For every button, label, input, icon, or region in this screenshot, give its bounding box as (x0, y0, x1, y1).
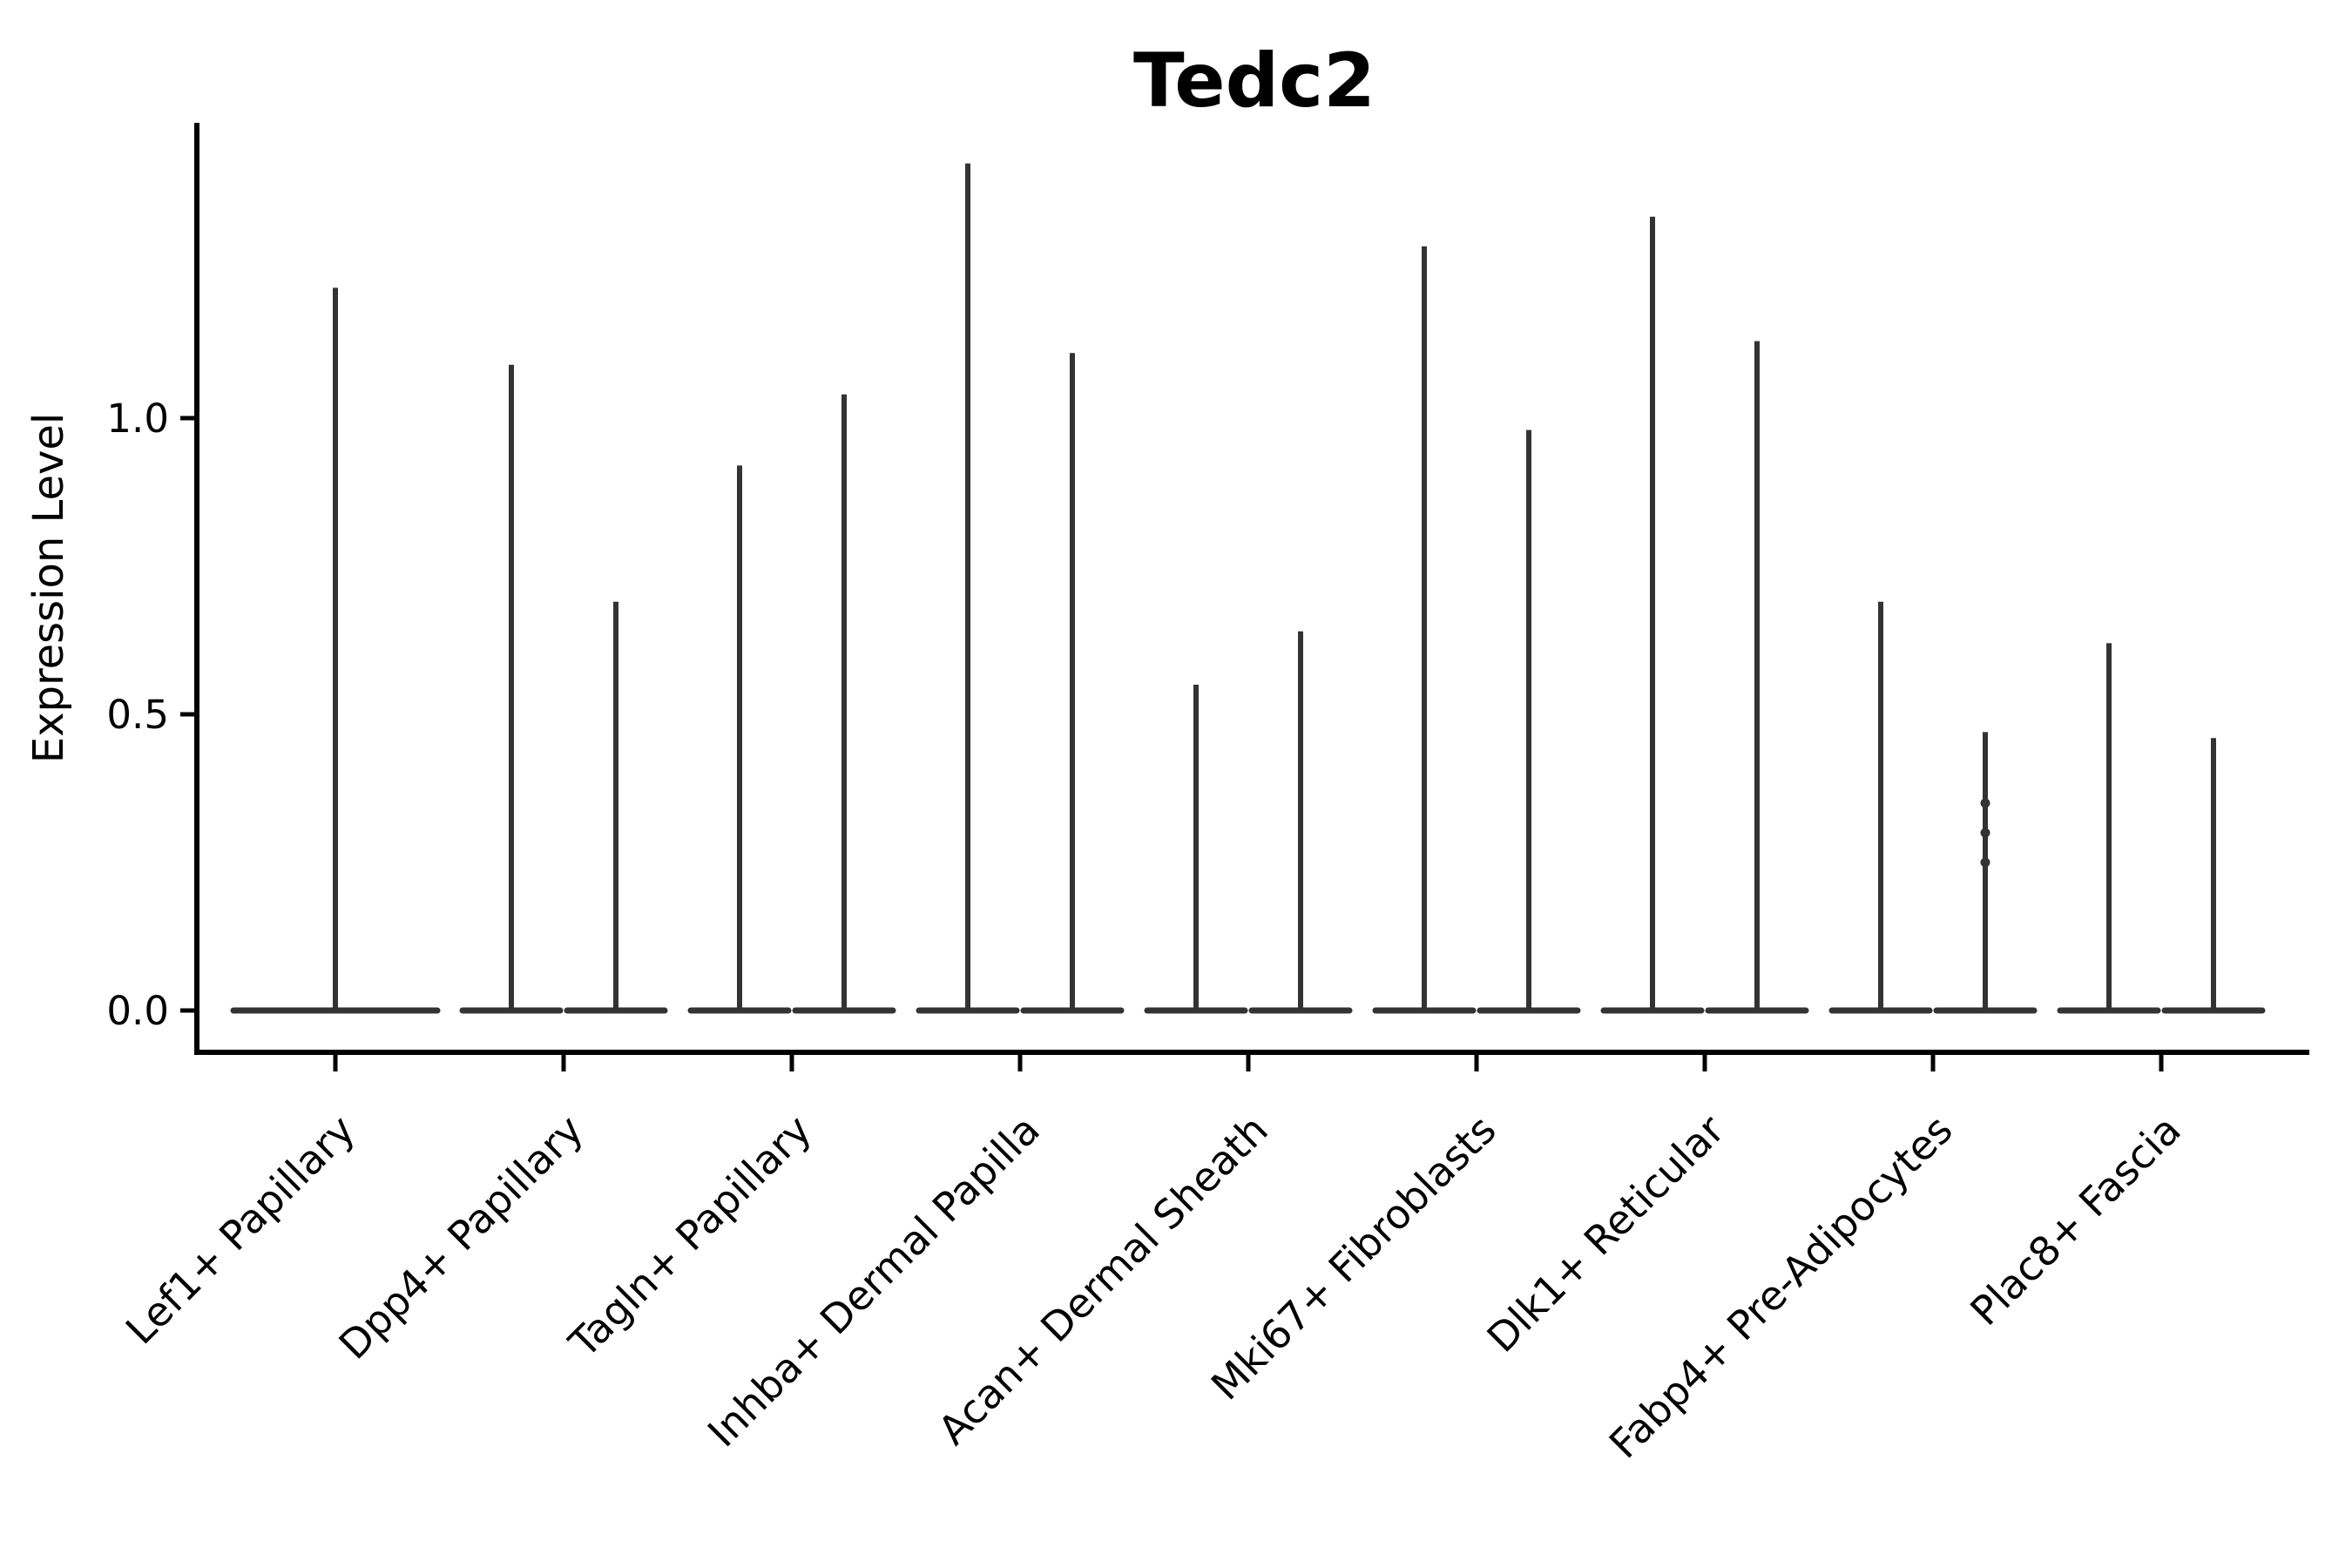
x-tick-label: Lef1+ Papillary (117, 1106, 364, 1354)
jitter-point (1980, 857, 1990, 868)
chart-title: Tedc2 (1133, 37, 1375, 125)
x-tick-label: Plac8+ Fascia (1961, 1106, 2189, 1335)
jitter-point (1980, 798, 1990, 808)
y-tick-label: 1.0 (106, 395, 169, 442)
y-axis-label: Expression Level (24, 413, 73, 764)
y-tick-label: 0.5 (106, 692, 169, 738)
x-tick-label: Dpp4+ Papillary (330, 1106, 592, 1369)
y-tick-label: 0.0 (106, 988, 169, 1034)
x-tick-label: Tagln+ Papillary (559, 1106, 821, 1368)
jitter-point (1980, 828, 1990, 838)
x-tick-label: Dlk1+ Reticular (1478, 1106, 1734, 1362)
